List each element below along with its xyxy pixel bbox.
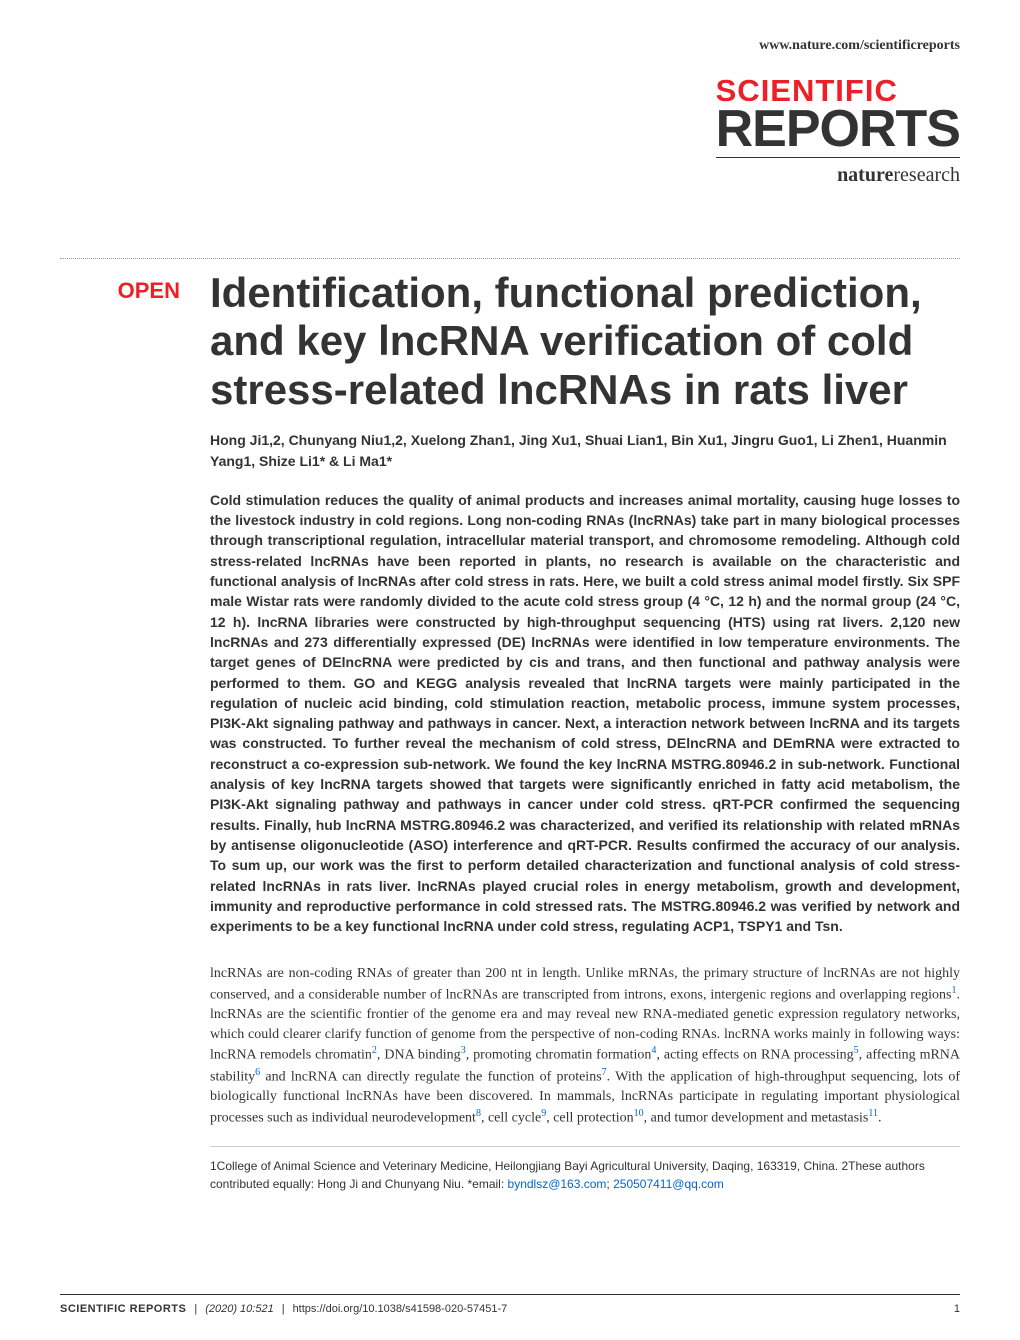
footer-divider-1: | [194, 1303, 197, 1315]
page-footer: SCIENTIFIC REPORTS | (2020) 10:521 | htt… [60, 1294, 960, 1315]
affiliations: 1College of Animal Science and Veterinar… [210, 1146, 960, 1193]
footer-journal-name: SCIENTIFIC REPORTS [60, 1303, 186, 1315]
page-number: 1 [954, 1303, 960, 1315]
footer-citation-text: (2020) 10:521 [205, 1303, 274, 1315]
author-list: Hong Ji1,2, Chunyang Niu1,2, Xuelong Zha… [210, 430, 960, 472]
footer-divider-2: | [282, 1303, 285, 1315]
body-text-c: , DNA binding [377, 1048, 461, 1063]
dotted-divider [60, 258, 960, 259]
footer-year-vol: (2020) 10:521 [205, 1303, 274, 1315]
article-content: OPEN Identification, functional predicti… [60, 258, 960, 1193]
body-text-k: , and tumor development and metastasis [644, 1110, 869, 1125]
email-link-2[interactable]: 250507411@qq.com [613, 1177, 724, 1191]
ref-11[interactable]: 11 [868, 1108, 878, 1119]
body-text-j: , cell protection [546, 1110, 633, 1125]
abstract: Cold stimulation reduces the quality of … [210, 490, 960, 937]
logo-reports: REPORTS [716, 106, 960, 153]
body-text-a: lncRNAs are non-coding RNAs of greater t… [210, 966, 960, 1002]
body-text-i: , cell cycle [481, 1110, 541, 1125]
ref-10[interactable]: 10 [634, 1108, 644, 1119]
logo-nature-text: nature [837, 164, 893, 186]
article-title: Identification, functional prediction, a… [210, 269, 960, 414]
body-paragraph-1: lncRNAs are non-coding RNAs of greater t… [210, 964, 960, 1127]
logo-nature-research: natureresearch [716, 164, 960, 187]
body-text-l: . [878, 1110, 882, 1125]
header-url: www.nature.com/scientificreports [759, 38, 960, 54]
logo-research-text: research [893, 164, 960, 186]
body-text-e: , acting effects on RNA processing [656, 1048, 853, 1063]
journal-logo: SCIENTIFIC REPORTS natureresearch [716, 75, 960, 187]
body-text-d: , promoting chromatin formation [466, 1048, 652, 1063]
footer-citation: SCIENTIFIC REPORTS | (2020) 10:521 | htt… [60, 1303, 507, 1315]
footer-doi: https://doi.org/10.1038/s41598-020-57451… [293, 1303, 508, 1315]
open-access-badge: OPEN [60, 278, 180, 304]
email-link-1[interactable]: byndlsz@163.com [508, 1177, 607, 1191]
title-block: Identification, functional prediction, a… [210, 269, 960, 1193]
body-text-g: and lncRNA can directly regulate the fun… [260, 1069, 602, 1084]
